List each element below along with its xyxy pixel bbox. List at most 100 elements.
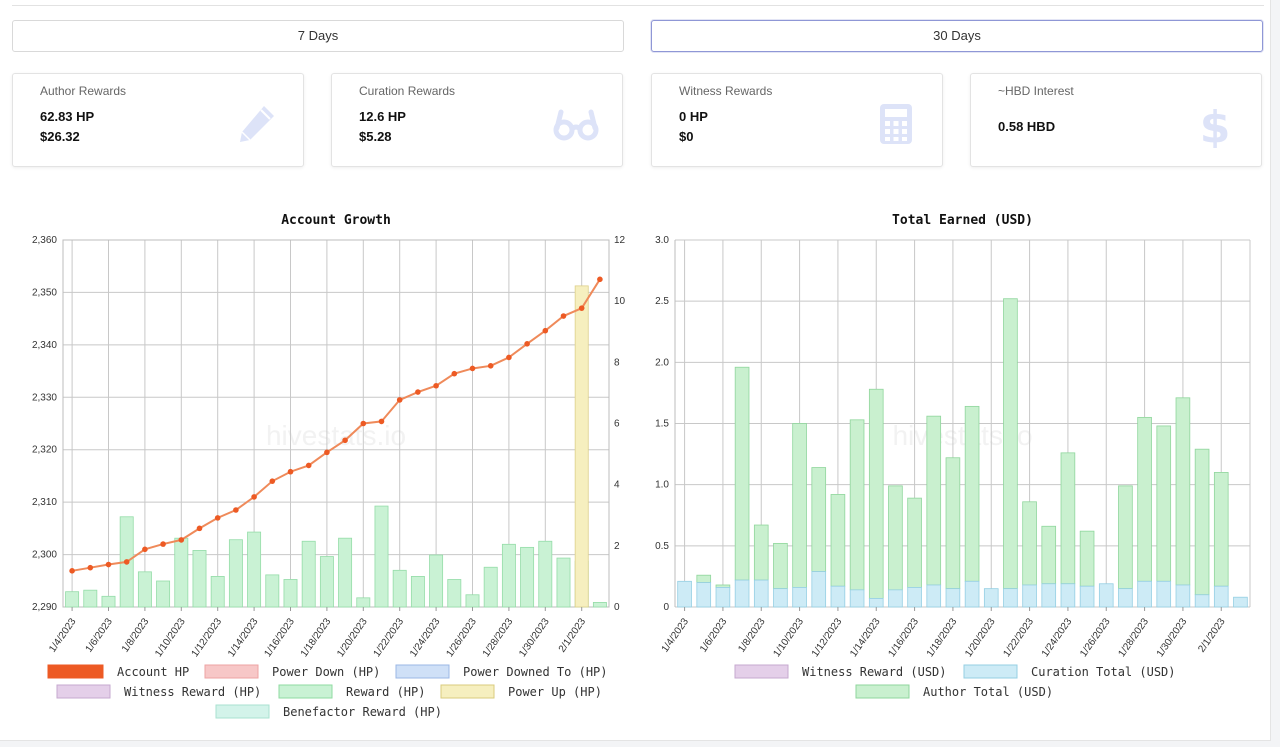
card-title: Witness Rewards: [679, 84, 773, 98]
curation-total-bar: [1022, 584, 1037, 608]
account-hp-point: [269, 478, 276, 484]
curation-total-bar: [792, 587, 807, 608]
curation-total-bar: [1194, 594, 1210, 608]
y-tick-label: 0: [663, 602, 669, 613]
x-tick-label: 1/28/2023: [481, 616, 516, 659]
author-total-bar: [1041, 525, 1057, 585]
y-tick-label: 2.0: [655, 357, 669, 368]
x-tick-label: 1/6/2023: [698, 616, 730, 655]
reward-hp-bar: [501, 543, 516, 608]
reward-hp-bar: [447, 579, 462, 608]
reward-hp-bar: [210, 576, 225, 608]
author-rewards-card: Author Rewards 62.83 HP $26.32: [12, 73, 304, 167]
x-tick-label: 1/18/2023: [925, 616, 960, 659]
legend-label: Power Up (HP): [508, 685, 602, 699]
author-total-bar: [1060, 452, 1076, 585]
account-hp-point: [287, 468, 294, 475]
curation-total-bar: [1118, 588, 1133, 608]
account-hp-point: [415, 389, 421, 395]
chart-title: Total Earned (USD): [892, 213, 1033, 228]
author-total-bar: [830, 494, 846, 587]
account-hp-point: [342, 437, 348, 444]
legend-label: Curation Total (USD): [1031, 665, 1176, 679]
x-tick-label: 2/1/2023: [1196, 616, 1228, 655]
account-hp-point: [214, 515, 221, 521]
curation-total-bar: [1137, 580, 1152, 608]
card-title: Author Rewards: [40, 84, 127, 98]
reward-hp-bar: [465, 594, 480, 608]
y-tick-label: 2.5: [655, 296, 669, 307]
reward-hp-bar: [101, 595, 116, 608]
curation-total-bar: [773, 588, 788, 608]
curation-total-bar: [811, 571, 827, 608]
reward-hp-bar: [228, 539, 243, 608]
reward-hp-bar: [338, 537, 353, 608]
curation-total-bar: [907, 587, 922, 608]
card-value-hp: 12.6 HP: [359, 109, 406, 124]
range-button-30-days[interactable]: 30 Days: [651, 20, 1263, 52]
reward-hp-bar: [356, 597, 371, 608]
x-tick-label: 1/20/2023: [335, 616, 370, 659]
reward-hp-bar: [283, 579, 298, 608]
x-tick-label: 1/26/2023: [1078, 616, 1113, 659]
reward-hp-bar: [392, 569, 407, 608]
reward-hp-bar: [538, 540, 553, 608]
legend-label: Benefactor Reward (HP): [283, 705, 442, 719]
power-up-hp-bar: [574, 285, 589, 608]
range-button-7-days[interactable]: 7 Days: [12, 20, 624, 52]
account-hp-point: [451, 370, 458, 377]
curation-total-bar: [830, 585, 846, 608]
account-hp-point: [305, 462, 312, 469]
legend-swatch: [47, 664, 104, 679]
card-title: Curation Rewards: [359, 84, 456, 98]
x-tick-label: 2/1/2023: [557, 616, 589, 655]
curation-total-bar: [964, 580, 980, 608]
pencil-icon: [240, 106, 274, 142]
x-tick-label: 1/28/2023: [1117, 616, 1152, 659]
x-tick-label: 1/24/2023: [1040, 616, 1075, 659]
account-hp-point: [560, 313, 567, 319]
x-tick-label: 1/24/2023: [408, 616, 443, 659]
account-hp-point: [578, 305, 585, 311]
card-value-hp: 0 HP: [679, 109, 708, 124]
x-tick-label: 1/16/2023: [887, 616, 922, 659]
y-left-tick-label: 2,310: [32, 497, 57, 508]
author-total-bar: [1118, 485, 1133, 590]
author-total-bar: [849, 419, 865, 591]
hbd-interest-card: ~HBD Interest 0.58 HBD $: [970, 73, 1262, 167]
account-hp-line: [71, 278, 601, 572]
x-tick-label: 1/12/2023: [810, 616, 845, 659]
y-right-tick-label: 12: [614, 235, 626, 246]
reward-hp-bar: [83, 589, 98, 608]
account-hp-point: [506, 354, 512, 361]
reward-hp-bar: [247, 531, 262, 608]
card-value-hbd: 0.58 HBD: [998, 119, 1056, 134]
legend-swatch: [215, 704, 270, 719]
witness-rewards-card: Witness Rewards 0 HP $0: [651, 73, 943, 167]
author-total-bar: [1194, 448, 1210, 596]
x-tick-label: 1/8/2023: [120, 616, 152, 655]
curation-total-bar: [1079, 585, 1095, 608]
account-hp-point: [196, 525, 203, 532]
account-hp-point: [487, 363, 494, 369]
author-total-bar: [1175, 397, 1191, 586]
reward-hp-bar: [156, 580, 171, 608]
y-left-tick-label: 2,290: [32, 602, 57, 613]
account-hp-point: [251, 494, 257, 500]
y-right-tick-label: 6: [614, 419, 620, 430]
y-tick-label: 1.5: [655, 419, 669, 430]
reward-hp-bar: [410, 576, 425, 608]
account-hp-point: [87, 564, 94, 571]
card-value-usd: $0: [679, 129, 694, 144]
y-left-tick-label: 2,320: [32, 445, 57, 456]
x-tick-label: 1/14/2023: [226, 616, 261, 659]
x-tick-label: 1/16/2023: [262, 616, 297, 659]
y-left-tick-label: 2,330: [32, 392, 57, 403]
account-hp-point: [433, 382, 439, 389]
author-total-bar: [696, 574, 712, 583]
legend-label: Power Down (HP): [272, 665, 380, 679]
calculator-icon: [880, 104, 912, 144]
x-tick-label: 1/26/2023: [444, 616, 479, 659]
account-hp-point: [105, 561, 112, 568]
